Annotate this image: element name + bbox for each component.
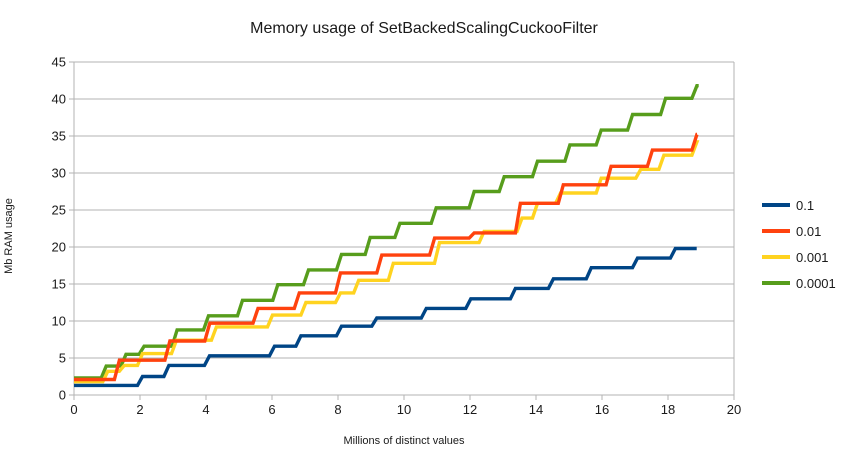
y-tick-label: 20	[52, 240, 66, 255]
series-line-0.001	[74, 140, 700, 384]
legend-label: 0.01	[796, 223, 822, 239]
legend-swatch	[762, 229, 790, 233]
x-tick-label: 10	[397, 402, 411, 417]
y-tick-label: 35	[52, 129, 66, 144]
legend-label: 0.1	[796, 197, 815, 213]
legend-item-0.01: 0.01	[762, 218, 836, 244]
legend-item-0.1: 0.1	[762, 192, 836, 218]
x-tick-label: 16	[595, 402, 609, 417]
legend-label: 0.0001	[796, 275, 836, 291]
y-tick-label: 30	[52, 166, 66, 181]
legend-item-0.001: 0.001	[762, 244, 836, 270]
chart-title: Memory usage of SetBackedScalingCuckooFi…	[250, 20, 598, 37]
x-tick-label: 20	[727, 402, 741, 417]
y-tick-label: 15	[52, 277, 66, 292]
x-tick-label: 14	[529, 402, 543, 417]
x-tick-label: 2	[136, 402, 143, 417]
y-tick-label: 40	[52, 92, 66, 107]
legend-item-0.0001: 0.0001	[762, 270, 836, 296]
x-tick-label: 12	[463, 402, 477, 417]
legend-label: 0.001	[796, 249, 829, 265]
legend: 0.1 0.01 0.001 0.0001	[762, 192, 836, 296]
x-tick-label: 8	[334, 402, 341, 417]
series-line-0.01	[74, 132, 699, 382]
x-tick-label: 0	[70, 402, 77, 417]
x-axis-title: Millions of distinct values	[343, 435, 465, 447]
x-tick-label: 6	[268, 402, 275, 417]
x-tick-label: 18	[661, 402, 675, 417]
y-tick-label: 5	[59, 351, 66, 366]
legend-swatch	[762, 255, 790, 259]
series-line-0.1	[74, 246, 697, 388]
y-tick-label: 25	[52, 203, 66, 218]
series-line-0.0001	[74, 83, 699, 380]
x-tick-label: 4	[202, 402, 209, 417]
y-tick-label: 10	[52, 314, 66, 329]
y-tick-label: 0	[59, 388, 66, 403]
legend-swatch	[762, 281, 790, 285]
legend-swatch	[762, 203, 790, 207]
y-tick-label: 45	[52, 55, 66, 70]
